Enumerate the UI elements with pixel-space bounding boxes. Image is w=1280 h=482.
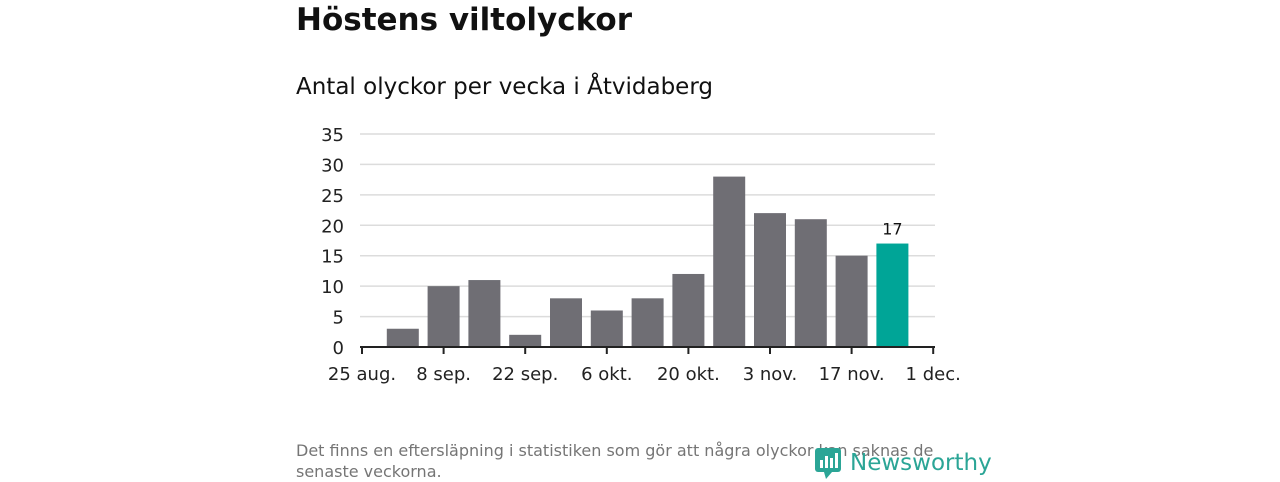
bar-chart: 0 5 10 15 20 25 30 35 17 25 aug. 8 sep. 22 sep. 6 ok… <box>321 125 961 385</box>
labels: 0 5 10 15 20 25 30 35 17 25 aug. 8 sep. 22 sep. 6 ok… <box>321 125 961 385</box>
x-tick-label: 6 okt. <box>581 364 632 385</box>
axes <box>360 346 935 354</box>
bar <box>468 280 501 347</box>
y-tick-label: 15 <box>321 247 344 268</box>
newsworthy-logo-text: Newsworthy <box>850 450 992 476</box>
y-tick-label: 0 <box>333 338 344 359</box>
bar <box>427 286 460 347</box>
bar <box>509 334 542 347</box>
x-tick-label: 3 nov. <box>743 364 798 385</box>
bar <box>754 213 786 347</box>
bar <box>550 298 582 347</box>
y-tick-label: 25 <box>321 186 344 207</box>
y-tick-label: 30 <box>321 155 344 176</box>
bar-highlighted <box>876 243 909 347</box>
y-tick-label: 35 <box>321 125 344 146</box>
bar <box>672 273 705 347</box>
x-tick-label: 25 aug. <box>328 364 396 385</box>
bar-value-label: 17 <box>882 220 902 239</box>
newsworthy-logo-icon <box>815 448 841 479</box>
footnote: Det finns en eftersläpning i statistiken… <box>296 441 934 481</box>
y-tick-label: 20 <box>321 216 344 237</box>
x-tick-label: 8 sep. <box>416 364 471 385</box>
x-tick-label: 1 dec. <box>906 364 961 385</box>
bars <box>386 176 909 347</box>
x-tick-label: 17 nov. <box>819 364 885 385</box>
bar <box>386 328 419 347</box>
chart-title: Höstens viltolyckor <box>296 2 633 38</box>
y-tick-label: 5 <box>333 308 344 329</box>
chart-subtitle: Antal olyckor per vecka i Åtvidaberg <box>296 74 713 100</box>
bar <box>835 255 868 347</box>
newsworthy-logo: Newsworthy <box>814 446 994 480</box>
bar <box>590 310 623 347</box>
bar <box>794 219 827 347</box>
bar <box>631 298 664 347</box>
x-tick-label: 20 okt. <box>657 364 720 385</box>
bar <box>713 176 746 347</box>
y-tick-label: 10 <box>321 277 344 298</box>
x-tick-label: 22 sep. <box>492 364 558 385</box>
